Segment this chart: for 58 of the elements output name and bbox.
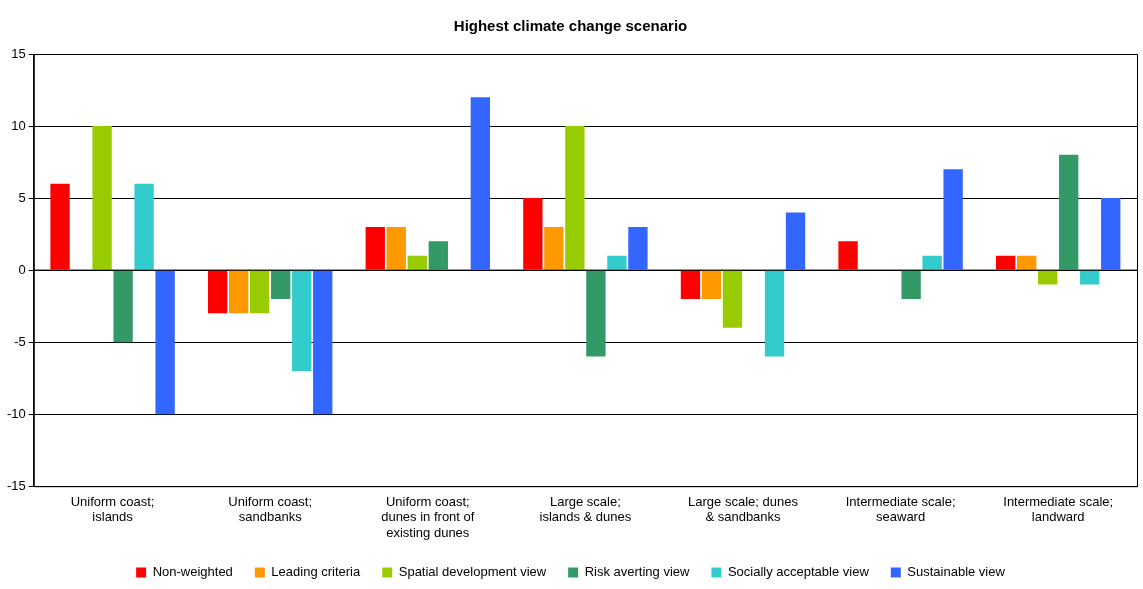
x-tick-label: Large scale; islands & dunes — [539, 493, 632, 525]
legend-label: Non-weighted — [152, 564, 233, 580]
legend-label: Sustainable view — [907, 564, 1006, 580]
bar — [943, 169, 963, 270]
bar — [407, 255, 427, 270]
bar — [544, 226, 564, 270]
bar — [428, 241, 448, 270]
x-tick-label: Intermediate scale; landward — [1003, 493, 1114, 525]
bar — [229, 270, 249, 314]
y-tick-label: 0 — [18, 261, 26, 277]
x-tick-label: Large scale; dunes & sandbanks — [688, 493, 799, 525]
bar — [607, 255, 627, 270]
bar — [365, 226, 385, 270]
bar — [271, 270, 291, 299]
y-tick-label: 15 — [11, 45, 26, 61]
bar — [92, 126, 112, 270]
bar — [628, 226, 648, 270]
bar — [250, 270, 270, 314]
bar — [701, 270, 722, 299]
x-tick-label: Intermediate scale; seaward — [845, 493, 956, 525]
bar — [207, 270, 228, 314]
bar — [722, 270, 743, 328]
bar — [523, 198, 543, 270]
legend-label: Risk averting view — [584, 564, 691, 580]
x-tick-label: Uniform coast; islands — [70, 493, 155, 525]
legend-label: Spatial development view — [398, 564, 547, 580]
bar — [50, 183, 70, 270]
y-tick-label: 10 — [11, 117, 26, 133]
legend-label: Leading criteria — [271, 564, 361, 580]
x-tick-label: Uniform coast; dunes in front of existing dunes — [381, 493, 475, 540]
y-tick-label: -5 — [14, 333, 26, 349]
x-tick-label: Uniform coast; sandbanks — [228, 493, 313, 525]
y-tick-label: -10 — [6, 405, 26, 421]
bar — [764, 270, 785, 357]
y-tick-label: -15 — [6, 477, 26, 493]
bar — [565, 126, 585, 270]
bar — [586, 270, 606, 357]
bar — [113, 270, 133, 343]
bar — [1038, 270, 1058, 285]
bar — [838, 241, 858, 270]
bar — [1059, 154, 1079, 270]
bar — [313, 270, 333, 415]
bar — [996, 255, 1016, 270]
bar — [470, 97, 490, 270]
bar — [901, 270, 921, 299]
bar — [386, 226, 406, 270]
bar — [155, 270, 175, 415]
bar — [1101, 198, 1121, 270]
bar — [785, 212, 806, 270]
bar — [134, 183, 154, 270]
y-tick-label: 5 — [18, 189, 26, 205]
bar — [292, 270, 312, 371]
bar — [1017, 255, 1037, 270]
bar — [1080, 270, 1100, 285]
bar — [680, 270, 701, 299]
chart-title: Highest climate change scenario — [453, 17, 688, 35]
bar — [922, 255, 942, 270]
legend-label: Socially acceptable view — [727, 564, 870, 580]
